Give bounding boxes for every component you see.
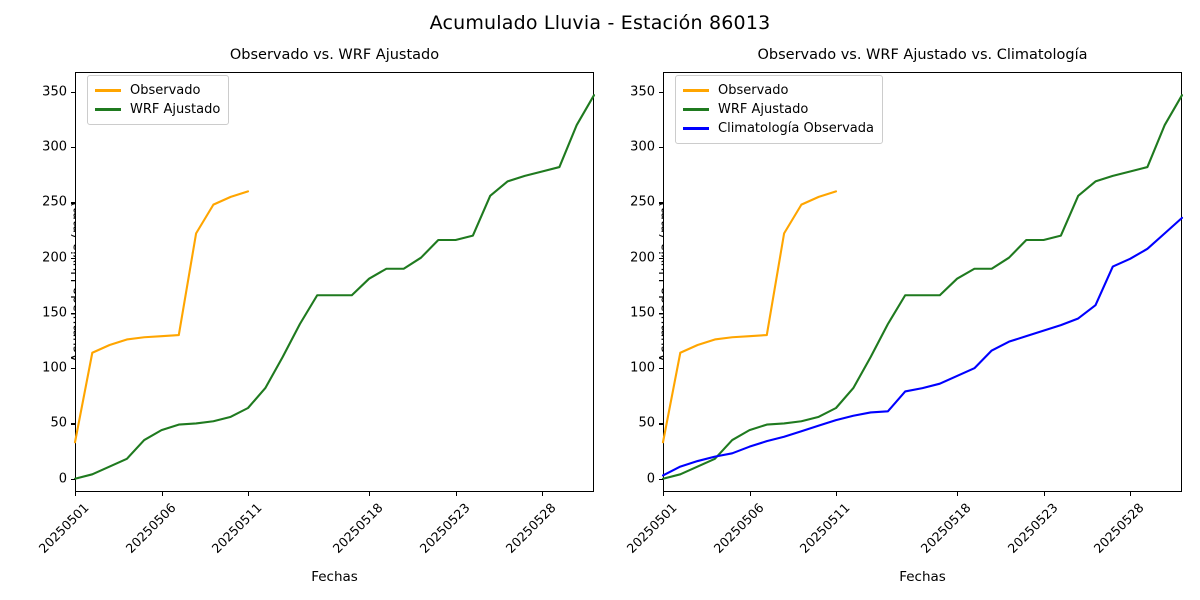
ytick-label: 250: [630, 194, 655, 210]
ytick-mark: [71, 257, 75, 259]
xtick-mark: [369, 492, 371, 496]
xtick-mark: [161, 492, 163, 496]
ytick-mark: [71, 423, 75, 425]
ytick-mark: [71, 312, 75, 315]
ytick-label: 100: [630, 360, 655, 376]
ytick-label: 150: [630, 305, 655, 321]
panel-right-plot-area: [661, 94, 1184, 480]
panel-left-legend[interactable]: Observado WRF Ajustado: [87, 75, 230, 125]
xtick-mark: [455, 492, 457, 496]
legend-item[interactable]: Climatología Observada: [683, 119, 874, 138]
legend-item-label: Climatología Observada: [718, 121, 874, 136]
panel-right-xlabel: Fechas: [899, 569, 946, 585]
ytick-mark: [71, 202, 75, 204]
legend-item[interactable]: Observado: [683, 81, 874, 100]
panel-right-legend[interactable]: Observado WRF Ajustado Climatología Observ…: [675, 75, 883, 144]
ytick-label: 200: [42, 250, 67, 266]
xtick-mark: [542, 492, 544, 496]
legend-color-swatch: [683, 89, 709, 92]
legend-item[interactable]: Observado: [95, 81, 220, 100]
series-line-observado: [661, 190, 838, 444]
legend-item[interactable]: WRF Ajustado: [95, 100, 220, 119]
figure-suptitle: Acumulado Lluvia - Estación 86013: [429, 12, 771, 34]
ytick-label: 300: [42, 139, 67, 155]
legend-color-swatch: [95, 108, 121, 111]
xtick-mark: [663, 492, 665, 496]
ytick-mark: [659, 368, 663, 370]
ytick-mark: [71, 147, 75, 149]
ytick-mark: [659, 312, 663, 315]
ytick-label: 100: [42, 360, 67, 376]
panel-right-title: Observado vs. WRF Ajustado vs. Climatolo…: [757, 47, 1088, 63]
ytick-label: 0: [646, 471, 655, 487]
panel-left-title: Observado vs. WRF Ajustado: [229, 47, 440, 63]
ytick-label: 350: [630, 84, 655, 100]
ytick-label: 200: [630, 250, 655, 266]
series-line-wrf-ajustado: [661, 94, 1184, 480]
legend-item-label: Observado: [130, 83, 201, 98]
ytick-label: 250: [42, 194, 67, 210]
ytick-mark: [71, 368, 75, 370]
legend-item-label: Observado: [718, 83, 789, 98]
series-line-observado: [73, 190, 250, 444]
ytick-label: 350: [42, 84, 67, 100]
legend-item-label: WRF Ajustado: [718, 102, 809, 117]
ytick-label: 0: [58, 471, 67, 487]
xtick-mark: [1130, 492, 1132, 496]
xtick-mark: [836, 492, 838, 496]
xtick-mark: [749, 492, 751, 496]
xtick-mark: [1043, 492, 1045, 496]
panel-left-axes: [75, 72, 594, 492]
ytick-mark: [71, 91, 75, 93]
ytick-mark: [71, 478, 75, 480]
xtick-mark: [957, 492, 959, 496]
ytick-mark: [659, 202, 663, 204]
ytick-label: 300: [630, 139, 655, 155]
series-line-wrf-ajustado: [73, 94, 596, 480]
legend-color-swatch: [683, 127, 709, 130]
ytick-label: 50: [638, 415, 655, 431]
legend-item[interactable]: WRF Ajustado: [683, 100, 874, 119]
legend-item-label: WRF Ajustado: [130, 102, 221, 117]
series-line-climatolog-a-observada: [661, 216, 1184, 477]
ytick-label: 50: [50, 415, 67, 431]
xtick-mark: [75, 492, 77, 496]
ytick-mark: [659, 91, 663, 93]
ytick-mark: [659, 257, 663, 259]
panel-left-plot-area: [73, 94, 596, 480]
ytick-mark: [659, 478, 663, 480]
xtick-mark: [248, 492, 250, 496]
panel-left-xlabel: Fechas: [311, 569, 358, 585]
ytick-mark: [659, 147, 663, 149]
legend-color-swatch: [95, 89, 121, 92]
legend-color-swatch: [683, 108, 709, 111]
ytick-label: 150: [42, 305, 67, 321]
ytick-mark: [659, 423, 663, 425]
